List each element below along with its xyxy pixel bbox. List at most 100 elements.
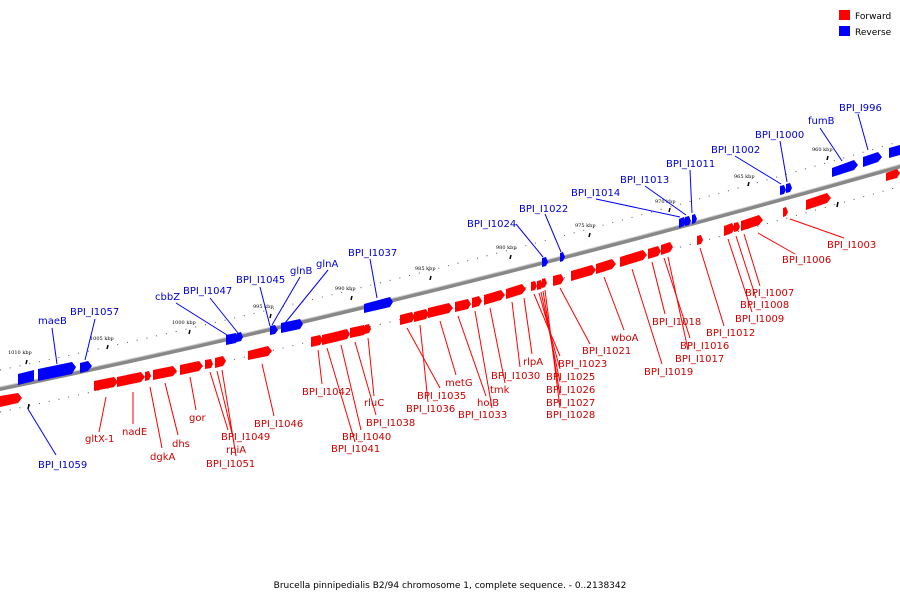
tick-label: 1000 kbp bbox=[172, 320, 196, 326]
gene-forward bbox=[506, 284, 526, 299]
gene-label-forward: holB bbox=[477, 398, 499, 409]
tick-label: 1005 kbp bbox=[90, 336, 114, 342]
chromosome-backbone bbox=[0, 164, 900, 391]
gene-label-forward: tmk bbox=[490, 385, 510, 396]
gene-reverse bbox=[38, 362, 76, 381]
gene-label-forward: BPI_I1017 bbox=[675, 354, 724, 365]
gene-label-reverse: glnB bbox=[290, 266, 312, 277]
gene-reverse bbox=[281, 319, 303, 333]
gene-label-reverse: maeB bbox=[38, 316, 67, 327]
gene-label-forward: BPI_I1038 bbox=[366, 418, 415, 429]
tick-label: 965 kbp bbox=[734, 174, 755, 180]
reverse-gene-labels: BPI_I1059 maeB BPI_I1057 cbbZ BPI_I1047 … bbox=[38, 103, 882, 471]
tick-labels: 1010 kbp 1005 kbp 1000 kbp 995 kbp 990 k… bbox=[8, 147, 833, 356]
tick-mark bbox=[509, 254, 512, 260]
gene-label-reverse: BPI_I1013 bbox=[620, 175, 669, 186]
gene-label-reverse: BPI_I1011 bbox=[666, 159, 715, 170]
gene-label-forward: BPI_I1023 bbox=[558, 359, 607, 370]
gene-reverse bbox=[863, 152, 882, 167]
gene-label-forward: metG bbox=[445, 378, 473, 389]
tick-mark bbox=[429, 275, 432, 281]
gene-forward bbox=[180, 361, 203, 375]
gene-forward bbox=[596, 259, 616, 274]
gene-forward bbox=[414, 309, 429, 322]
gene-label-forward: BPI_I1042 bbox=[302, 387, 351, 398]
forward-leaders bbox=[98, 218, 845, 457]
gene-label-reverse: BPI_I1002 bbox=[711, 145, 760, 156]
tick-mark bbox=[350, 295, 353, 301]
gene-forward bbox=[537, 280, 543, 290]
tick-label: 1010 kbp bbox=[8, 350, 32, 356]
gene-label-forward: rluC bbox=[364, 398, 384, 409]
gene-forward bbox=[153, 366, 177, 380]
gene-label-forward: BPI_I1027 bbox=[546, 398, 595, 409]
gene-forward bbox=[886, 169, 900, 181]
gene-label-reverse: fumB bbox=[808, 116, 835, 127]
gene-reverse bbox=[780, 185, 786, 195]
gene-label-forward: BPI_I1036 bbox=[406, 404, 455, 415]
tick-mark bbox=[668, 207, 671, 213]
gene-reverse bbox=[542, 257, 548, 267]
gene-forward bbox=[322, 332, 338, 345]
gene-forward bbox=[0, 393, 22, 407]
gene-label-reverse: BPI_I1024 bbox=[467, 219, 516, 230]
tick-label: 985 kbp bbox=[415, 266, 436, 272]
gene-label-forward: BPI_I1033 bbox=[458, 410, 507, 421]
gene-forward bbox=[472, 296, 482, 308]
reverse-genes bbox=[18, 145, 900, 385]
gene-forward bbox=[484, 290, 505, 305]
gene-label-forward: BPI_I1003 bbox=[827, 240, 876, 251]
gene-forward bbox=[697, 235, 703, 245]
gene-label-forward: BPI_I1026 bbox=[546, 385, 595, 396]
gene-forward bbox=[571, 265, 596, 281]
gene-label-forward: BPI_I1018 bbox=[652, 317, 701, 328]
gene-forward bbox=[428, 303, 453, 318]
tick-mark bbox=[588, 232, 591, 238]
gene-forward bbox=[455, 299, 471, 312]
tick-label: 975 kbp bbox=[575, 223, 596, 229]
gene-reverse bbox=[364, 297, 393, 313]
tick-label: 970 kbp bbox=[655, 199, 676, 205]
tick-mark bbox=[747, 181, 750, 187]
gene-forward bbox=[117, 372, 145, 387]
gene-label-forward: BPI_I1049 bbox=[221, 432, 270, 443]
gene-label-forward: BPI_I1006 bbox=[782, 255, 831, 266]
gene-label-forward: BPI_I1016 bbox=[680, 341, 729, 352]
gene-reverse bbox=[560, 252, 565, 262]
gene-forward bbox=[806, 193, 831, 210]
tick-mark bbox=[269, 313, 272, 319]
gene-label-forward: BPI_I1051 bbox=[206, 459, 255, 470]
gene-label-reverse: BPI_I1022 bbox=[519, 204, 568, 215]
gene-forward bbox=[400, 312, 415, 325]
gene-forward bbox=[741, 215, 763, 231]
tick-label: 980 kbp bbox=[496, 245, 517, 251]
gene-label-forward: BPI_I1012 bbox=[706, 328, 755, 339]
gene-label-forward: BPI_I1009 bbox=[735, 314, 784, 325]
gene-reverse bbox=[832, 160, 858, 177]
gene-label-forward: BPI_I1046 bbox=[254, 419, 303, 430]
gene-label-forward: wboA bbox=[611, 333, 639, 344]
gene-label-forward: dhs bbox=[172, 439, 190, 450]
tick-mark bbox=[188, 329, 191, 335]
tick-mark bbox=[106, 344, 109, 350]
forward-genes bbox=[0, 169, 900, 407]
tick-marks bbox=[25, 155, 839, 410]
gene-forward bbox=[648, 246, 661, 259]
gene-label-forward: BPI_I1025 bbox=[546, 372, 595, 383]
gene-forward bbox=[335, 329, 350, 342]
gene-forward bbox=[724, 223, 735, 236]
gene-label-forward: BPI_I1007 bbox=[745, 288, 794, 299]
gene-forward bbox=[94, 377, 118, 391]
gene-label-forward: dgkA bbox=[150, 452, 175, 463]
gene-forward bbox=[215, 356, 226, 368]
tick-label: 995 kbp bbox=[253, 304, 274, 310]
gene-label-reverse: glnA bbox=[316, 259, 338, 270]
gene-label-forward: BPI_I1028 bbox=[546, 410, 595, 421]
gene-reverse bbox=[685, 216, 691, 226]
gene-reverse bbox=[18, 370, 34, 385]
gene-label-forward: BPI_I1021 bbox=[582, 346, 631, 357]
gene-forward bbox=[783, 207, 788, 217]
legend-forward-swatch bbox=[839, 10, 850, 20]
gene-forward bbox=[311, 335, 323, 347]
gene-forward bbox=[145, 371, 151, 381]
